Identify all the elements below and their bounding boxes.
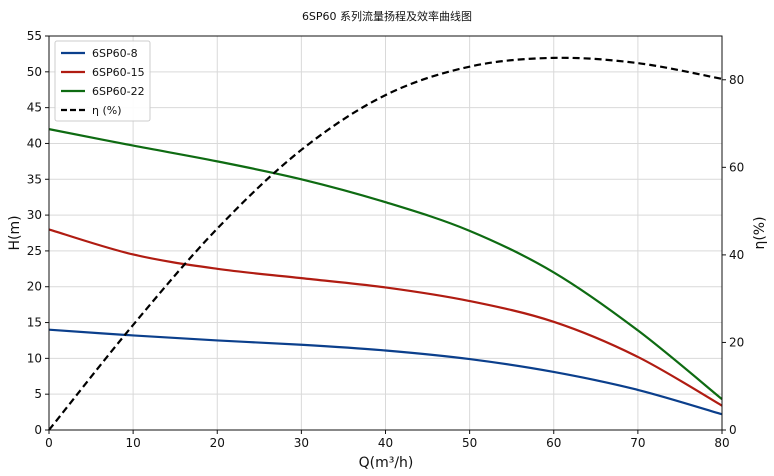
legend-label-6sp60-22: 6SP60-22 [92, 85, 145, 98]
y-tick-label: 20 [27, 280, 42, 294]
y2-tick-label: 60 [729, 160, 744, 174]
y-tick-label: 50 [27, 65, 42, 79]
x-tick-label: 20 [210, 436, 225, 450]
y-tick-label: 30 [27, 208, 42, 222]
y-tick-label: 5 [34, 387, 42, 401]
y2-tick-label: 20 [729, 335, 744, 349]
series-line-6sp60-15 [48, 228, 723, 407]
y-tick-label: 55 [27, 29, 42, 43]
x-tick-label: 10 [125, 436, 140, 450]
y-tick-label: 45 [27, 101, 42, 115]
y2-tick-label: 0 [729, 423, 737, 437]
y-tick-label: 0 [34, 423, 42, 437]
x-tick-label: 80 [714, 436, 729, 450]
series-line-series [48, 56, 723, 431]
y2-tick-label: 40 [729, 248, 744, 262]
x-tick-label: 0 [45, 436, 53, 450]
series-line-6sp60-8 [48, 328, 723, 416]
x-axis-title: Q(m³/h) [359, 455, 414, 471]
y-tick-label: 15 [27, 316, 42, 330]
x-tick-label: 30 [294, 436, 309, 450]
chart-title: 6SP60 系列流量扬程及效率曲线图 [302, 9, 472, 23]
y-tick-label: 10 [27, 351, 42, 365]
series-line-6sp60-22 [48, 128, 723, 401]
axis-ticks: 0 10 20 30 40 50 60 70 8005101520253035404550550… [27, 29, 745, 450]
legend-box [54, 40, 151, 122]
y-tick-label: 35 [27, 172, 42, 186]
y-axis-title: H(m) [7, 215, 23, 250]
x-tick-label: 50 [462, 436, 477, 450]
y-tick-label: 40 [27, 136, 42, 150]
x-tick-label: 70 [630, 436, 645, 450]
legend-label-6sp60-8: 6SP60-8 [92, 47, 138, 60]
x-tick-label: 40 [378, 436, 393, 450]
legend-label-6sp60-15: 6SP60-15 [92, 66, 145, 79]
y-tick-label: 25 [27, 244, 42, 258]
y2-tick-label: 80 [729, 73, 744, 87]
legend: 6SP60-8 6SP60-15 6SP60-22 η (%) [54, 40, 151, 122]
series-lines [48, 56, 723, 431]
x-tick-label: 60 [546, 436, 561, 450]
legend-label-series: η (%) [92, 104, 122, 117]
y2-axis-title: η(%) [752, 216, 768, 249]
